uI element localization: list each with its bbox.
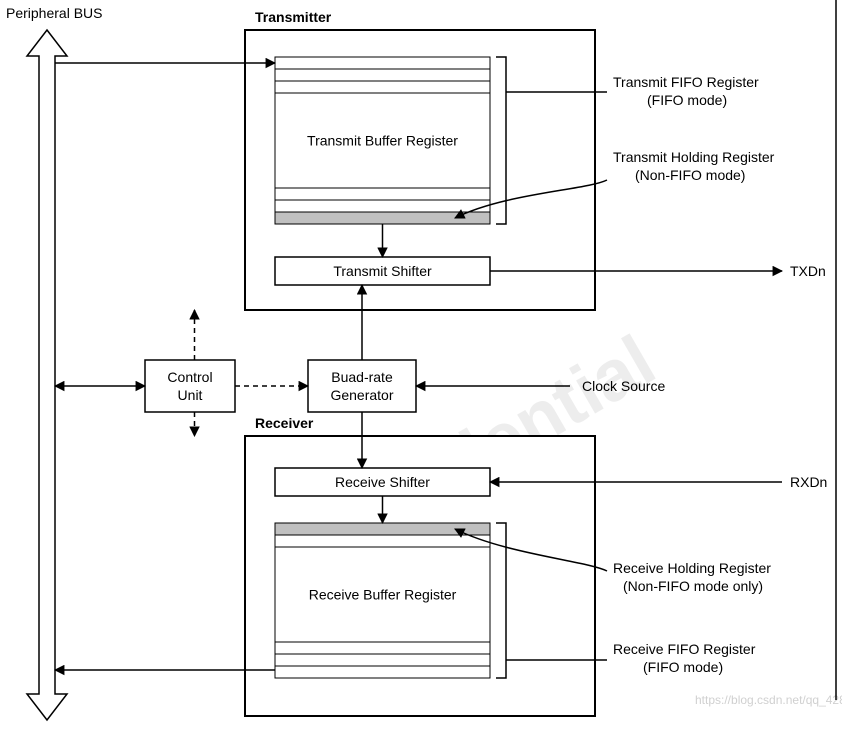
svg-text:(FIFO mode): (FIFO mode) xyxy=(643,659,723,675)
svg-text:(Non-FIFO mode only): (Non-FIFO mode only) xyxy=(623,578,763,594)
svg-text:Receive Shifter: Receive Shifter xyxy=(335,474,430,490)
svg-text:Receiver: Receiver xyxy=(255,415,314,431)
svg-text:Buad-rate: Buad-rate xyxy=(331,369,393,385)
baud-generator: Buad-rate Generator xyxy=(308,360,416,412)
control-unit: Control Unit xyxy=(145,360,235,412)
svg-text:RXDn: RXDn xyxy=(790,474,827,490)
svg-text:TXDn: TXDn xyxy=(790,263,826,279)
svg-text:Receive Buffer Register: Receive Buffer Register xyxy=(309,587,457,603)
svg-text:Control: Control xyxy=(167,369,212,385)
transmitter-group: Transmitter Transmit Buffer Register Tra… xyxy=(245,9,595,310)
svg-text:Receive FIFO Register: Receive FIFO Register xyxy=(613,641,756,657)
svg-text:Unit: Unit xyxy=(178,387,203,403)
svg-text:Transmit Holding Register: Transmit Holding Register xyxy=(613,149,775,165)
svg-text:https://blog.csdn.net/qq_42826: https://blog.csdn.net/qq_42826337 xyxy=(695,693,842,707)
svg-text:(FIFO mode): (FIFO mode) xyxy=(647,92,727,108)
svg-text:Generator: Generator xyxy=(330,387,393,403)
svg-text:Clock Source: Clock Source xyxy=(582,378,665,394)
receiver-group: Receiver Receive Shifter Receive Buffer … xyxy=(245,415,595,716)
tx-hold-label: Transmit Holding Register (Non-FIFO mode… xyxy=(613,149,775,183)
svg-text:Transmit Buffer Register: Transmit Buffer Register xyxy=(307,133,458,149)
svg-text:Transmitter: Transmitter xyxy=(255,9,332,25)
tx-fifo-label: Transmit FIFO Register (FIFO mode) xyxy=(613,74,759,108)
svg-text:Transmit Shifter: Transmit Shifter xyxy=(333,263,432,279)
svg-text:Peripheral BUS: Peripheral BUS xyxy=(6,5,103,21)
svg-text:(Non-FIFO mode): (Non-FIFO mode) xyxy=(635,167,745,183)
svg-text:Receive Holding Register: Receive Holding Register xyxy=(613,560,771,576)
peripheral-bus: Peripheral BUS xyxy=(6,5,103,720)
rx-fifo-label: Receive FIFO Register (FIFO mode) xyxy=(613,641,756,675)
rx-hold-label: Receive Holding Register (Non-FIFO mode … xyxy=(613,560,771,594)
svg-text:Transmit FIFO Register: Transmit FIFO Register xyxy=(613,74,759,90)
